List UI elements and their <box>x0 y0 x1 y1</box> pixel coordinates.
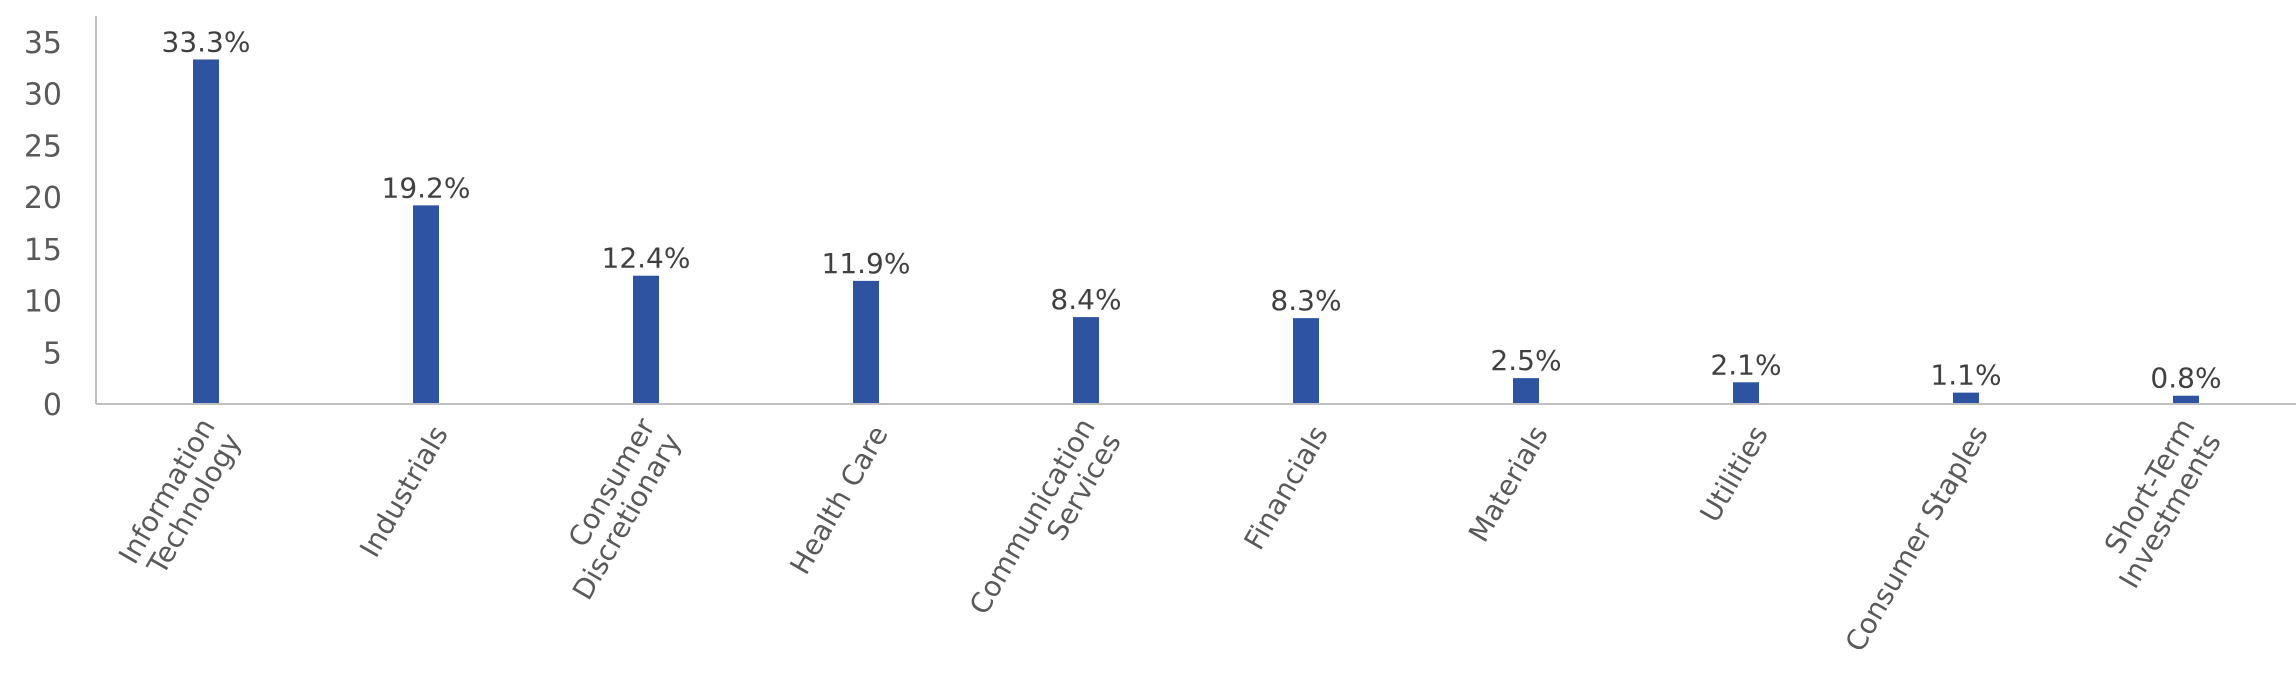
category-label-line: Health Care <box>783 420 894 580</box>
data-label: 2.5% <box>1490 344 1561 377</box>
bar <box>853 280 879 404</box>
data-label: 12.4% <box>602 242 691 275</box>
data-label: 2.1% <box>1710 348 1781 381</box>
bar <box>1733 382 1759 404</box>
category-label-line: Consumer Staples <box>1839 420 1995 657</box>
y-tick-label: 35 <box>24 26 62 61</box>
y-tick-label: 10 <box>24 285 62 320</box>
data-label: 19.2% <box>382 171 471 204</box>
category-label-line: Materials <box>1462 420 1555 548</box>
data-label: 1.1% <box>1930 359 2001 392</box>
y-tick-label: 20 <box>24 181 62 216</box>
data-label: 8.3% <box>1270 284 1341 317</box>
category-label: Industrials <box>353 420 455 563</box>
bar <box>1293 318 1319 404</box>
data-label: 11.9% <box>822 247 911 280</box>
data-labels: 33.3% 19.2% 12.4% 11.9% 8.4% 8.3% 2.5% 2.1% 1.1%… <box>162 25 2222 394</box>
data-label: 8.4% <box>1050 283 1121 316</box>
data-label: 33.3% <box>162 25 251 58</box>
category-label-line: Financials <box>1238 420 1335 555</box>
bar <box>633 275 659 404</box>
y-tick-label: 0 <box>43 388 62 423</box>
bar <box>1953 392 1979 404</box>
y-tick-label: 5 <box>43 336 62 371</box>
y-tick-label: 25 <box>24 129 62 164</box>
category-label-line: Utilities <box>1693 420 1774 528</box>
y-tick-label: 15 <box>24 233 62 268</box>
bar <box>193 59 219 405</box>
y-tick-label: 30 <box>24 78 62 113</box>
bar <box>1073 317 1099 404</box>
y-axis: 0 5 10 15 20 25 30 35 <box>24 16 97 423</box>
bar <box>2173 395 2199 404</box>
bar <box>1513 378 1539 404</box>
category-label: Consumer Staples <box>1839 420 1995 657</box>
category-label: Health Care <box>783 420 894 580</box>
category-label: Financials <box>1238 420 1335 555</box>
bar <box>413 205 439 404</box>
data-label: 0.8% <box>2150 362 2221 395</box>
bars <box>193 59 2199 405</box>
category-label: Utilities <box>1693 420 1774 528</box>
category-label: Materials <box>1462 420 1555 548</box>
category-label-line: Industrials <box>353 420 455 563</box>
